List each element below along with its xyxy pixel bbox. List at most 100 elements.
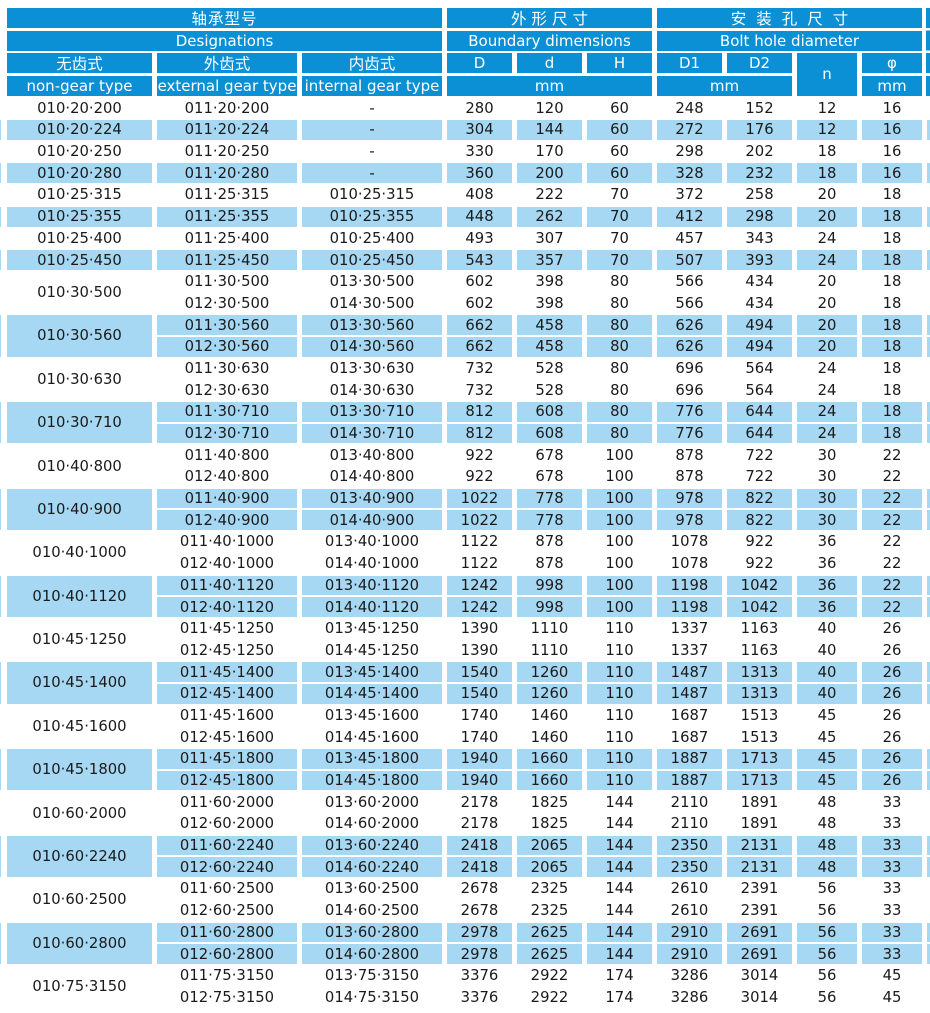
cell-D1: 978 — [657, 510, 722, 531]
cell-D2: 3014 — [727, 965, 792, 986]
cell-non-gear-type: 010·20·250 — [7, 141, 152, 162]
cell-H: 80 — [587, 293, 652, 314]
cell-phi: 33 — [862, 814, 922, 834]
table-row-group: 010·30·710 011·30·710 013·30·710 812 608 80 77… — [0, 402, 930, 444]
table-body: 010·20·200 011·20·200-280 120 60 248 152 12 16 0… — [0, 98, 930, 1008]
cell-D: 2418 — [447, 857, 512, 878]
table-subrow: 011·25·315 010·25·315 408 222 70 372 258 20 18 — [157, 185, 930, 205]
table-subrow: 012·40·1000 014·40·1000 1122 878 100 1078 922 3… — [157, 553, 930, 574]
cell-D: 1540 — [447, 662, 512, 682]
cell-external-gear-type: 012·45·1400 — [157, 683, 297, 704]
cell-n: 18 — [797, 163, 857, 184]
cell-d: 778 — [517, 488, 582, 509]
table-subrow: 012·60·2800 014·60·2800 2978 2625 144 2910 269… — [157, 944, 930, 964]
cell-D: 2178 — [447, 814, 512, 834]
cell-d: 1460 — [517, 727, 582, 747]
cell-D2: 434 — [727, 271, 792, 292]
cell-external-gear-type: 011·60·2000 — [157, 792, 297, 813]
cell-D1: 272 — [657, 120, 722, 140]
table-row-group: 010·25·400 011·25·400 010·25·400 493 307 70 45… — [0, 228, 930, 249]
cell-n: 48 — [797, 835, 857, 856]
cell-external-gear-type: 011·40·1120 — [157, 575, 297, 596]
cell-D1: 878 — [657, 467, 722, 487]
cell-external-gear-type: 012·30·710 — [157, 423, 297, 444]
cell-D: 543 — [447, 250, 512, 270]
header-col-d: d — [517, 53, 582, 74]
cell-phi: 18 — [862, 358, 922, 379]
cell-external-gear-type: 011·25·355 — [157, 206, 297, 227]
cell-D1: 2910 — [657, 922, 722, 943]
table-subrow: 012·45·1250 014·45·1250 1390 1110 110 1337 116… — [157, 640, 930, 661]
cell-D: 1122 — [447, 532, 512, 552]
cell-internal-gear-type: 014·60·2500 — [302, 900, 442, 921]
cell-d: 878 — [517, 532, 582, 552]
cell-n: 20 — [797, 336, 857, 357]
table-row-group: 010·25·355 011·25·355 010·25·355 448 262 70 41… — [0, 206, 930, 227]
header-col-phi: φ — [862, 53, 922, 74]
cell-n: 48 — [797, 814, 857, 834]
header-internal-gear-zh: 内齿式 — [302, 53, 442, 74]
cell-H: 110 — [587, 662, 652, 682]
cell-d: 1660 — [517, 749, 582, 769]
cell-external-gear-type: 011·60·2240 — [157, 835, 297, 856]
cell-non-gear-type: 010·20·200 — [7, 98, 152, 119]
cell-D1: 3286 — [657, 987, 722, 1008]
cell-external-gear-type: 011·30·630 — [157, 358, 297, 379]
cell-D2: 258 — [727, 185, 792, 205]
cell-phi: 33 — [862, 922, 922, 943]
cell-n: 36 — [797, 597, 857, 617]
cell-D1: 248 — [657, 98, 722, 119]
cell-external-gear-type: 011·45·1250 — [157, 618, 297, 639]
cell-H: 60 — [587, 98, 652, 119]
cell-D2: 1713 — [727, 749, 792, 769]
cell-internal-gear-type: 013·45·1400 — [302, 662, 442, 682]
row-variants: 011·25·400 010·25·400 493 307 70 457 343 24 18 — [157, 228, 930, 249]
table-subrow: 012·30·710 014·30·710 812 608 80 776 644 24 18 — [157, 423, 930, 444]
cell-d: 144 — [517, 120, 582, 140]
table-subrow: 012·30·560 014·30·560 662 458 80 626 494 20 18 — [157, 336, 930, 357]
cell-H: 110 — [587, 727, 652, 747]
cell-phi: 33 — [862, 835, 922, 856]
cell-D: 602 — [447, 271, 512, 292]
cell-internal-gear-type: 013·30·710 — [302, 402, 442, 422]
table-subrow: 011·20·200-280 120 60 248 152 12 16 — [157, 98, 930, 119]
header-non-gear-en: non-gear type — [7, 75, 152, 96]
cell-D: 2978 — [447, 944, 512, 964]
cell-H: 60 — [587, 120, 652, 140]
table-row-group: 010·40·1120 011·40·1120 013·40·1120 1242 998… — [0, 575, 930, 618]
cell-D2: 922 — [727, 553, 792, 574]
cell-D2: 298 — [727, 206, 792, 227]
cell-D1: 2110 — [657, 792, 722, 813]
cell-external-gear-type: 011·45·1800 — [157, 749, 297, 769]
cell-n: 24 — [797, 402, 857, 422]
cell-d: 678 — [517, 467, 582, 487]
cell-D2: 1042 — [727, 597, 792, 617]
cell-non-gear-type: 010·40·1120 — [7, 575, 152, 617]
cell-phi: 45 — [862, 965, 922, 986]
cell-internal-gear-type: - — [302, 120, 442, 140]
cell-d: 170 — [517, 141, 582, 162]
cell-D: 602 — [447, 293, 512, 314]
row-variants: 011·30·710 013·30·710 812 608 80 776 644 24 18 01… — [157, 402, 930, 444]
cell-external-gear-type: 012·40·800 — [157, 467, 297, 487]
cell-d: 678 — [517, 445, 582, 466]
cell-non-gear-type: 010·30·630 — [7, 358, 152, 400]
cell-D: 922 — [447, 467, 512, 487]
cell-external-gear-type: 012·30·500 — [157, 293, 297, 314]
cell-external-gear-type: 011·20·280 — [157, 163, 297, 184]
cell-d: 458 — [517, 315, 582, 335]
header-unit-phi-mm: mm — [862, 75, 922, 96]
table-subrow: 012·30·500 014·30·500 602 398 80 566 434 20 18 — [157, 293, 930, 314]
cell-n: 40 — [797, 683, 857, 704]
table-subrow: 011·30·560 013·30·560 662 458 80 626 494 20 18 — [157, 315, 930, 335]
cell-phi: 22 — [862, 510, 922, 531]
cell-external-gear-type: 011·45·1400 — [157, 662, 297, 682]
cell-internal-gear-type: 010·25·315 — [302, 185, 442, 205]
cell-d: 262 — [517, 206, 582, 227]
row-variants: 011·30·500 013·30·500 602 398 80 566 434 20 18 01… — [157, 271, 930, 314]
cell-D2: 343 — [727, 228, 792, 249]
row-variants: 011·60·2240 013·60·2240 2418 2065 144 2350 213… — [157, 835, 930, 878]
cell-D1: 1078 — [657, 553, 722, 574]
header-col-D: D — [447, 53, 512, 74]
cell-phi: 22 — [862, 597, 922, 617]
